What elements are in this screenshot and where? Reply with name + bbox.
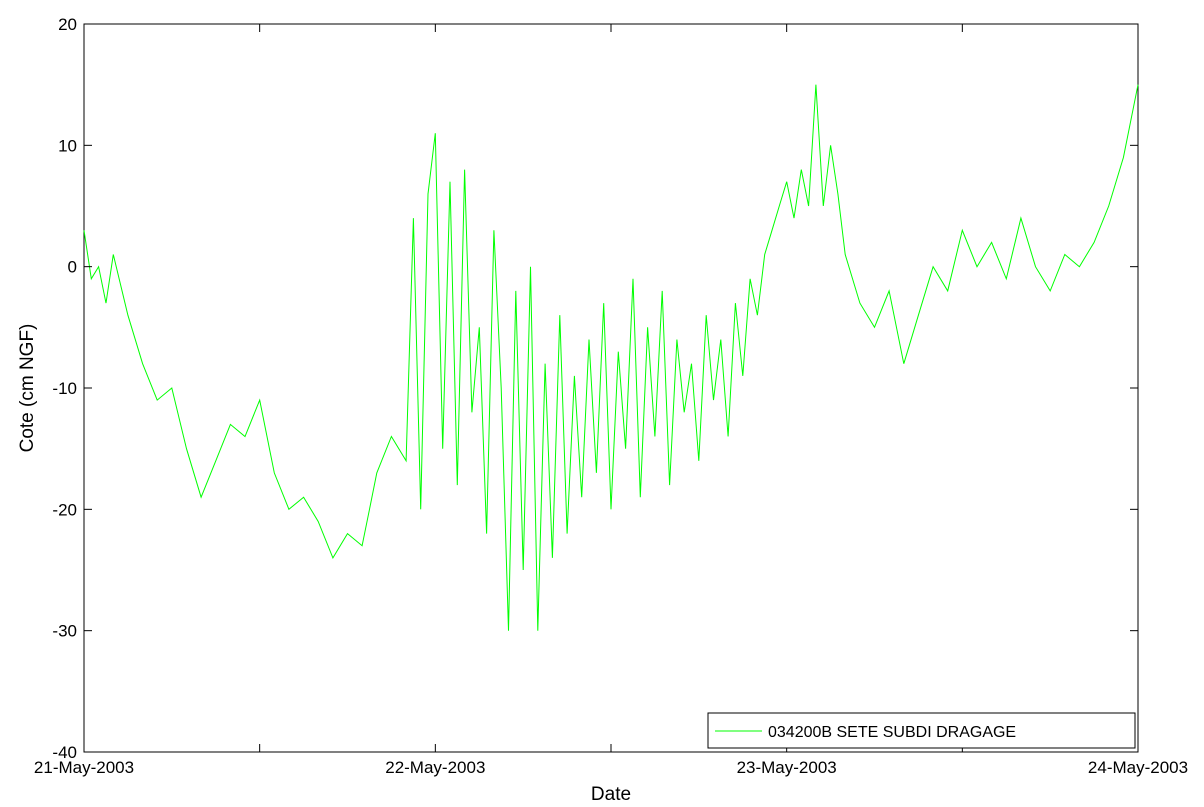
y-axis-label: Cote (cm NGF) [17,324,38,453]
y-tick-label: -30 [52,622,77,641]
series-line-0 [83,84,1139,631]
legend-box [707,712,1136,749]
plot-area [83,23,1139,753]
y-tick-label: 20 [58,15,77,34]
y-tick-label: -10 [52,379,77,398]
x-tick-label: 21-May-2003 [34,758,134,777]
legend: 034200B SETE SUBDI DRAGAGE [707,712,1136,749]
series-layer [83,84,1139,631]
tick-labels: 21-May-2003 22-May-2003 23-May-2003 24-May-… [34,15,1188,777]
y-tick-label: -20 [52,500,77,519]
y-tick-label: 0 [68,258,77,277]
y-tick-label: -40 [52,743,77,762]
legend-label: 034200B SETE SUBDI DRAGAGE [768,724,1016,741]
x-axis-label: Date [591,784,631,805]
y-tick-label: 10 [58,136,77,155]
x-tick-label: 22-May-2003 [385,758,485,777]
x-tick-label: 24-May-2003 [1088,758,1188,777]
x-tick-label: 23-May-2003 [737,758,837,777]
